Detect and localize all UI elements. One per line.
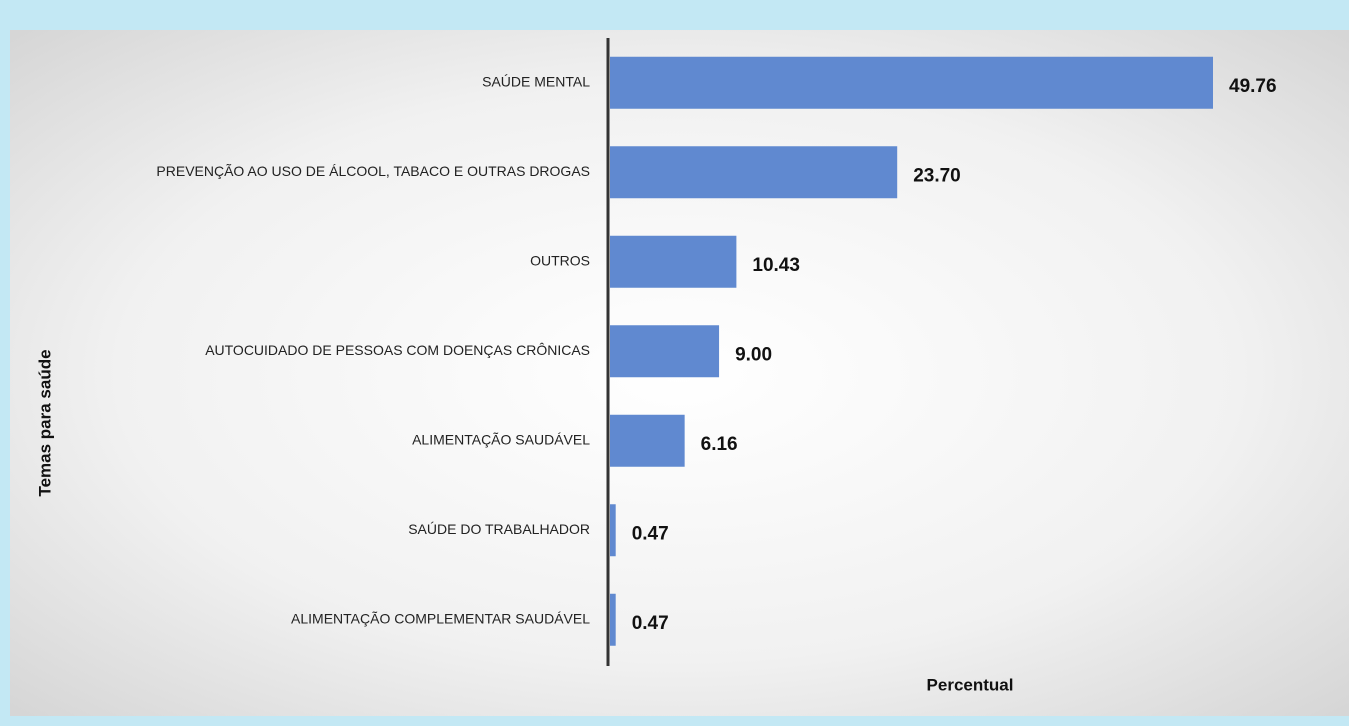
value-label: 0.47 (632, 523, 669, 544)
bar (610, 235, 737, 288)
bar (610, 593, 616, 646)
bar (610, 56, 1213, 109)
category-label: ALIMENTAÇÃO SAUDÁVEL (412, 431, 590, 447)
category-label: ALIMENTAÇÃO COMPLEMENTAR SAUDÁVEL (291, 610, 590, 626)
category-label: OUTROS (530, 252, 590, 268)
bar (610, 504, 616, 557)
value-label: 10.43 (752, 255, 800, 276)
category-label: SAÚDE MENTAL (482, 73, 590, 89)
category-label: PREVENÇÃO AO USO DE ÁLCOOL, TABACO E OUT… (156, 163, 590, 179)
y-axis-label: Temas para saúde (35, 349, 54, 496)
bar (610, 325, 720, 378)
x-axis-label: Percentual (927, 675, 1014, 694)
category-label: SAÚDE DO TRABALHADOR (408, 521, 590, 537)
category-label: AUTOCUIDADO DE PESSOAS COM DOENÇAS CRÔNI… (205, 342, 590, 358)
value-label: 9.00 (735, 344, 772, 365)
value-label: 6.16 (701, 434, 738, 455)
value-label: 49.76 (1229, 76, 1277, 97)
value-label: 23.70 (913, 165, 961, 186)
bar (610, 414, 685, 467)
value-label: 0.47 (632, 613, 669, 634)
bar (610, 146, 898, 199)
